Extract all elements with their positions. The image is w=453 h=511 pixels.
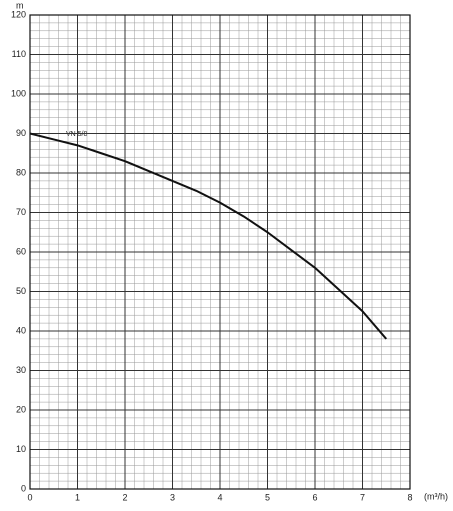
- y-axis-label: m: [16, 0, 24, 10]
- x-tick-label: 7: [360, 492, 365, 502]
- plot-frame: [29, 14, 411, 490]
- x-tick-label: 2: [122, 492, 127, 502]
- y-tick-label: 10: [16, 444, 26, 454]
- x-tick-label: 3: [170, 492, 175, 502]
- x-tick-label: 1: [75, 492, 80, 502]
- curve: [29, 132, 388, 340]
- x-tick-label: 8: [407, 492, 412, 502]
- y-tick-label: 60: [16, 246, 26, 256]
- x-tick-label: 4: [217, 492, 222, 502]
- y-tick-label: 0: [21, 483, 26, 493]
- x-tick-label: 0: [27, 492, 32, 502]
- y-tick-label: 90: [16, 128, 26, 138]
- x-tick-label: 5: [265, 492, 270, 502]
- curve-label: VN 5/8: [66, 131, 88, 138]
- y-tick-label: 20: [16, 404, 26, 414]
- y-tick-label: 120: [11, 9, 26, 19]
- y-tick-label: 30: [16, 365, 26, 375]
- x-axis-label: (m³/h): [424, 491, 448, 501]
- y-tick-label: 40: [16, 325, 26, 335]
- y-tick-label: 110: [12, 49, 26, 59]
- y-tick-label: 80: [16, 167, 26, 177]
- x-tick-label: 6: [312, 492, 317, 502]
- y-tick-label: 100: [11, 88, 26, 98]
- y-tick-label: 50: [16, 286, 26, 296]
- y-tick-label: 70: [16, 207, 26, 217]
